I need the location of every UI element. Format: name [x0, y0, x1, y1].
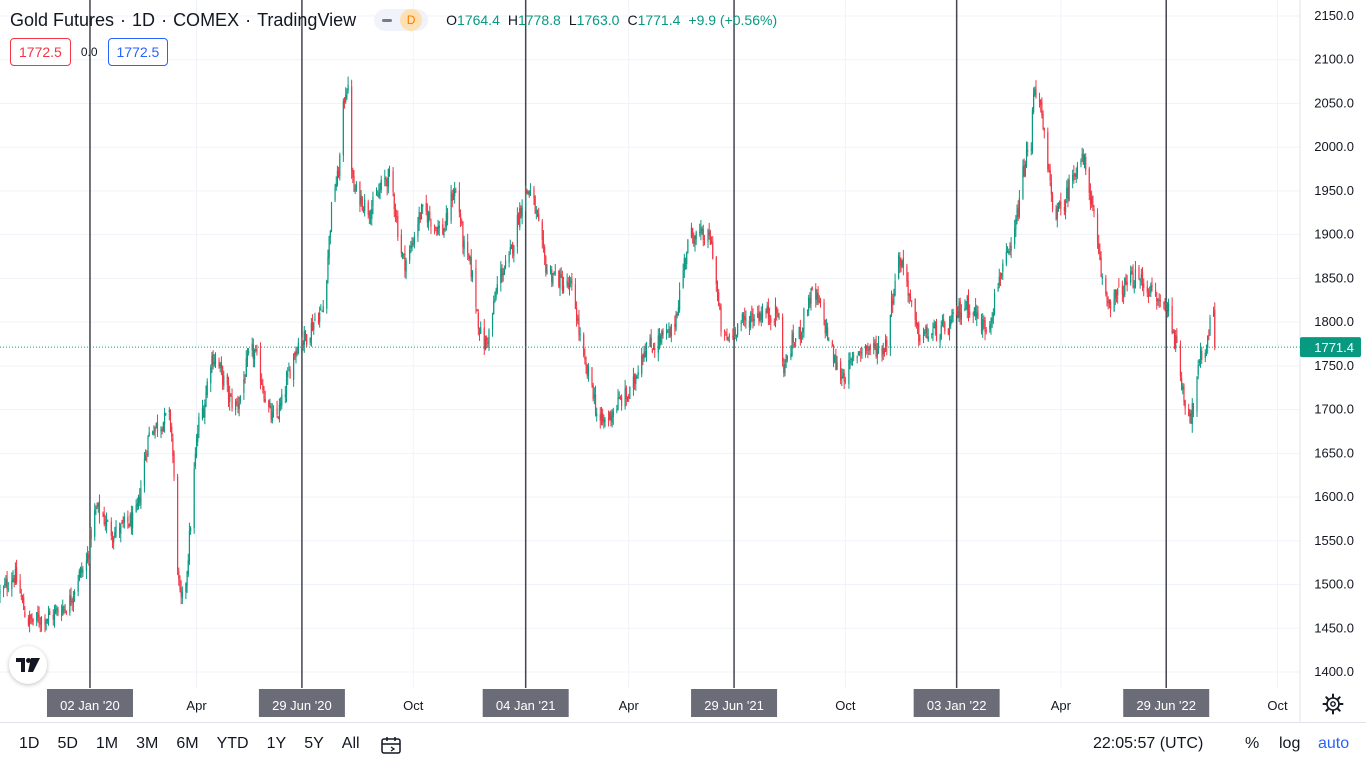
tradingview-logo[interactable]	[9, 646, 47, 684]
session-date-badge-bg	[691, 689, 778, 717]
low-value: 1763.0	[576, 12, 620, 28]
session-date-badge-bg	[482, 689, 569, 717]
low-key: L	[568, 12, 577, 28]
spread-value: 0.0	[80, 45, 98, 59]
range-button-1m[interactable]: 1M	[95, 735, 119, 752]
market-status-pill[interactable]: D	[374, 9, 429, 31]
date-range-buttons: 1D 5D 1M 3M 6M YTD 1Y 5Y All	[10, 735, 369, 753]
buy-price-button[interactable]: 1772.5	[107, 38, 169, 66]
open-key: O	[446, 12, 458, 28]
utc-clock[interactable]: 22:05:57 (UTC)	[1093, 735, 1204, 752]
price-tick-label: 2050.0	[1314, 95, 1354, 110]
session-date-badge-bg	[46, 689, 133, 717]
range-button-3m[interactable]: 3M	[136, 735, 159, 752]
session-date-badge: 02 Jan '20	[46, 689, 133, 717]
session-separators	[89, 0, 1167, 688]
range-button-1y[interactable]: 1Y	[266, 735, 287, 752]
price-tick-label: 1450.0	[1314, 620, 1354, 635]
symbol-name[interactable]: Gold Futures	[10, 9, 115, 30]
time-tick-label: Apr	[186, 698, 207, 713]
last-price-badge-bg	[1300, 337, 1361, 358]
session-date-label: 29 Jun '20	[272, 698, 332, 713]
source-label: TradingView	[257, 9, 357, 30]
price-tick-label: 1400.0	[1314, 664, 1354, 679]
session-date-badge: 29 Jun '22	[1123, 689, 1210, 717]
ohlc-low: L1763.0	[569, 12, 620, 28]
session-date-badge: 29 Jun '21	[691, 689, 778, 717]
sell-price-button[interactable]: 1772.5	[10, 38, 71, 66]
time-tick-label: Oct	[1267, 698, 1288, 713]
interval-label[interactable]: 1D	[132, 9, 156, 30]
percent-scale-toggle[interactable]: %	[1245, 735, 1260, 752]
ohlc-values: O1764.4 H1778.8 L1763.0 C1771.4 +9.9 (+0…	[446, 12, 777, 28]
session-date-badge: 29 Jun '20	[258, 689, 345, 717]
range-button-5d[interactable]: 5D	[57, 735, 78, 752]
chart-legend: Gold Futures · 1D · COMEX · TradingView …	[10, 8, 777, 32]
session-date-badge: 03 Jan '22	[913, 689, 1000, 717]
candles	[0, 76, 1216, 633]
price-tick-label: 1750.0	[1314, 358, 1354, 373]
session-date-label: 29 Jun '22	[1136, 698, 1196, 713]
settings-gear-icon[interactable]	[1322, 693, 1344, 715]
price-tick-label: 2100.0	[1314, 52, 1354, 67]
time-tick-label: Oct	[403, 698, 424, 713]
ohlc-close: C1771.4	[627, 12, 680, 28]
price-tick-label: 1950.0	[1314, 183, 1354, 198]
price-tick-label: 1550.0	[1314, 533, 1354, 548]
high-value: 1778.8	[517, 12, 561, 28]
session-date-label: 03 Jan '22	[927, 698, 987, 713]
high-key: H	[507, 12, 518, 28]
range-button-5y[interactable]: 5Y	[304, 735, 324, 752]
price-tick-label: 2150.0	[1314, 8, 1354, 23]
ohlc-high: H1778.8	[508, 12, 561, 28]
market-closed-icon	[382, 18, 393, 22]
time-axis[interactable]: Apr Oct Apr Oct Apr Oct 02 Jan '20 29 Jun '20 04…	[46, 689, 1288, 717]
last-price-label: 1771.4	[1300, 337, 1361, 358]
price-tick-label: 1850.0	[1314, 270, 1354, 285]
price-tick-label: 1700.0	[1314, 402, 1354, 417]
session-date-badge-bg	[913, 689, 1000, 717]
open-value: 1764.4	[457, 12, 500, 28]
bottom-toolbar: 1D 5D 1M 3M 6M YTD 1Y 5Y All 22:05:57 (UTC) % lo…	[0, 722, 1366, 769]
session-date-label: 02 Jan '20	[60, 698, 120, 713]
price-tick-label: 1500.0	[1314, 577, 1354, 592]
price-tick-label: 1600.0	[1314, 489, 1354, 504]
close-key: C	[627, 12, 638, 28]
price-tick-label: 1800.0	[1314, 314, 1354, 329]
legend-separator: ·	[245, 9, 252, 30]
session-date-badge-bg	[1123, 689, 1210, 717]
legend-separator: ·	[161, 9, 168, 30]
price-tick-label: 2000.0	[1314, 139, 1354, 154]
tradingview-logo-icon	[16, 658, 40, 672]
session-date-badge: 04 Jan '21	[482, 689, 569, 717]
price-tick-label: 1650.0	[1314, 445, 1354, 460]
range-button-1d[interactable]: 1D	[19, 735, 40, 752]
log-scale-toggle[interactable]: log	[1279, 735, 1301, 752]
range-button-6m[interactable]: 6M	[176, 735, 199, 752]
price-axis[interactable]: 2150.0 2100.0 2050.0 2000.0 1950.0 1900.0 1850…	[1299, 0, 1354, 722]
session-date-badge-bg	[258, 689, 345, 717]
close-value: 1771.4	[637, 12, 681, 28]
session-date-label: 04 Jan '21	[496, 698, 556, 713]
auto-scale-toggle[interactable]: auto	[1318, 735, 1350, 752]
time-tick-label: Apr	[1051, 698, 1072, 713]
range-button-ytd[interactable]: YTD	[216, 735, 249, 752]
ohlc-open: O1764.4	[446, 12, 500, 28]
time-tick-label: Oct	[835, 698, 856, 713]
ohlc-change: +9.9 (+0.56%)	[688, 12, 778, 28]
price-chart[interactable]: 2150.0 2100.0 2050.0 2000.0 1950.0 1900.0 1850…	[0, 0, 1366, 722]
trading-panel: 1772.5 0.0 1772.5	[10, 38, 169, 66]
legend-separator: ·	[120, 9, 127, 30]
grid-lines	[0, 0, 1300, 688]
date-range-picker-icon[interactable]	[380, 735, 402, 757]
delayed-data-badge[interactable]: D	[400, 9, 423, 31]
session-date-label: 29 Jun '21	[704, 698, 764, 713]
last-price-text: 1771.4	[1314, 340, 1354, 355]
exchange-label: COMEX	[173, 9, 240, 30]
time-tick-label: Apr	[619, 698, 640, 713]
price-tick-label: 1900.0	[1314, 227, 1354, 242]
range-button-all[interactable]: All	[341, 735, 360, 752]
